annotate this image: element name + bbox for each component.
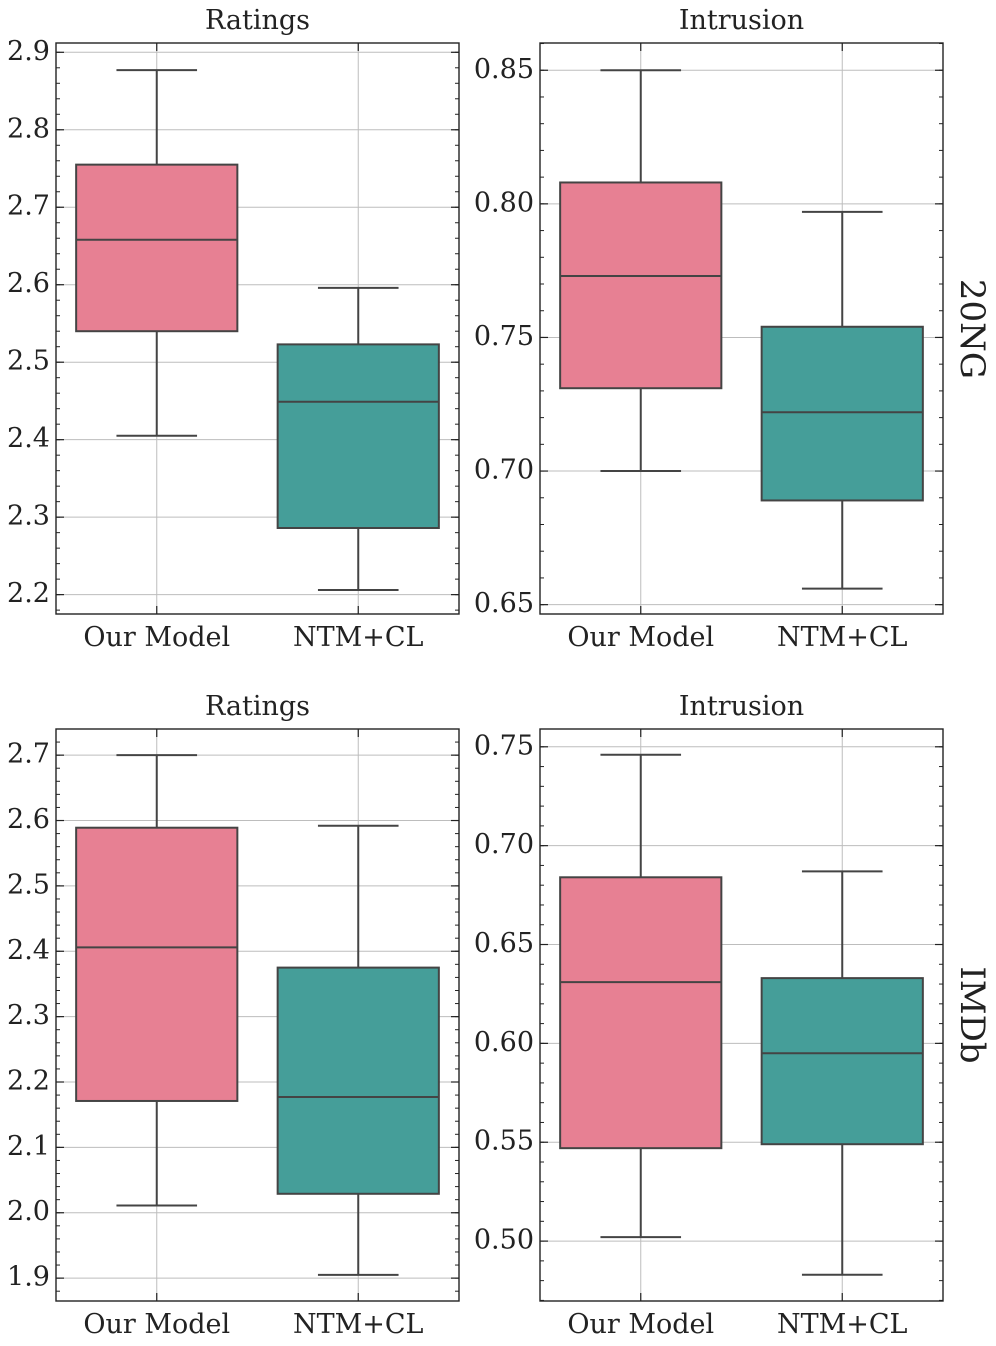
axes-frame: [55, 42, 460, 615]
panel-title: Intrusion: [679, 691, 804, 722]
y-tick-label: 0.80: [474, 187, 534, 218]
box-ntm-cl: [276, 286, 440, 591]
y-tick-label: 0.70: [474, 829, 534, 860]
axes-frame: [539, 728, 944, 1302]
y-tick-label: 2.3: [7, 1000, 50, 1031]
axes-frame: [55, 728, 460, 1302]
panel-title: Intrusion: [679, 5, 804, 36]
chart-panel-3: 0.50 0.55 0.60 0.65 0.70 0.75 Our Model NTM+CL I…: [474, 691, 944, 1340]
y-tick-label: 0.75: [474, 321, 534, 352]
iqr-box: [75, 826, 239, 1102]
y-tick-label: 2.5: [7, 346, 50, 377]
iqr-box: [760, 325, 924, 502]
y-tick-label: 2.5: [7, 869, 50, 900]
y-tick-label: 0.65: [474, 928, 534, 959]
x-category-label: Our Model: [83, 622, 230, 653]
y-tick-label: 0.85: [474, 54, 534, 85]
x-category-label: NTM+CL: [777, 622, 908, 653]
x-category-label: NTM+CL: [293, 1309, 424, 1340]
y-tick-label: 0.75: [474, 730, 534, 761]
panels-group: 2.2 2.3 2.4 2.5 2.6 2.7 2.8 2.9 Our Model NTM+CL R…: [7, 5, 944, 1340]
y-tick-label: 2.2: [7, 578, 50, 609]
y-tick-label: 2.8: [7, 113, 50, 144]
box-our-model: [75, 69, 239, 437]
box-ntm-cl: [760, 870, 924, 1276]
y-tick-label: 0.70: [474, 455, 534, 486]
iqr-box: [559, 876, 723, 1150]
box-ntm-cl: [276, 824, 440, 1276]
y-tick-label: 2.6: [7, 268, 50, 299]
y-tick-label: 2.1: [7, 1131, 50, 1162]
panel-title: Ratings: [205, 5, 310, 36]
iqr-box: [75, 163, 239, 333]
y-tick-label: 2.4: [7, 935, 50, 966]
y-tick-label: 2.7: [7, 191, 50, 222]
x-category-label: Our Model: [83, 1309, 230, 1340]
x-category-label: NTM+CL: [777, 1309, 908, 1340]
row-label-20NG: 20NG: [952, 279, 992, 379]
chart-panel-1: 0.65 0.70 0.75 0.80 0.85 Our Model NTM+CL Intru…: [474, 5, 944, 653]
y-tick-label: 2.9: [7, 36, 50, 67]
y-tick-label: 1.9: [7, 1262, 50, 1293]
box-ntm-cl: [760, 210, 924, 590]
box-our-model: [559, 69, 723, 473]
iqr-box: [276, 966, 440, 1195]
iqr-box: [276, 343, 440, 530]
x-category-label: Our Model: [567, 622, 714, 653]
iqr-box: [760, 977, 924, 1146]
panel-title: Ratings: [205, 691, 310, 722]
box-our-model: [559, 753, 723, 1239]
x-category-label: Our Model: [567, 1309, 714, 1340]
y-tick-label: 0.55: [474, 1126, 534, 1157]
axes-frame: [539, 42, 944, 615]
y-tick-label: 2.4: [7, 423, 50, 454]
chart-panel-2: 1.9 2.0 2.1 2.2 2.3 2.4 2.5 2.6 2.7 Our Model NTM+…: [7, 691, 460, 1340]
y-tick-label: 2.2: [7, 1066, 50, 1097]
row-label-IMDb: IMDb: [952, 966, 992, 1063]
iqr-box: [559, 181, 723, 390]
box-our-model: [75, 754, 239, 1207]
y-tick-label: 0.50: [474, 1225, 534, 1256]
y-tick-label: 2.3: [7, 501, 50, 532]
chart-panel-0: 2.2 2.3 2.4 2.5 2.6 2.7 2.8 2.9 Our Model NTM+CL R…: [7, 5, 460, 653]
y-tick-label: 2.0: [7, 1196, 50, 1227]
y-tick-label: 0.60: [474, 1027, 534, 1058]
y-tick-label: 0.65: [474, 588, 534, 619]
x-category-label: NTM+CL: [293, 622, 424, 653]
y-tick-label: 2.7: [7, 739, 50, 770]
y-tick-label: 2.6: [7, 804, 50, 835]
